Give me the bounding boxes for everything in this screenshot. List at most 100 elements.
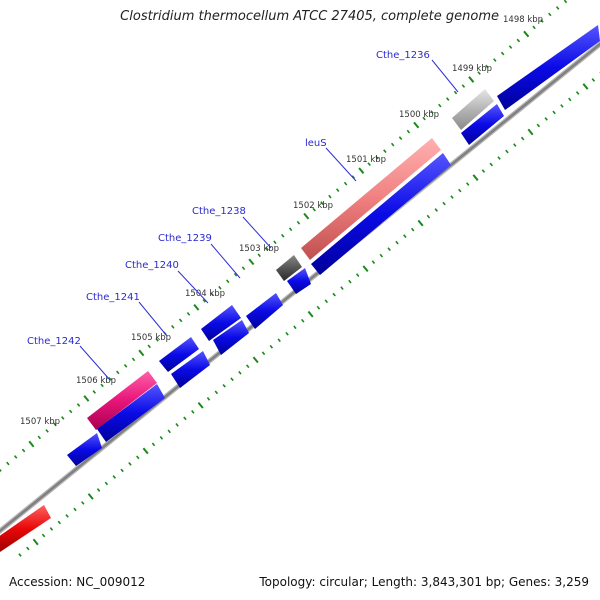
tick-mark xyxy=(18,553,22,557)
feature-reverse-cds-2[interactable] xyxy=(311,153,451,275)
feature-cthe-1236[interactable] xyxy=(452,89,494,130)
feature-cthe-1242[interactable] xyxy=(87,371,157,430)
tick-mark xyxy=(413,121,420,129)
feature-upper-right-cds[interactable] xyxy=(497,25,600,110)
tick-label-1503: 1503 kbp xyxy=(239,244,279,254)
tick-mark xyxy=(49,527,54,531)
tick-mark xyxy=(83,395,90,402)
tick-mark xyxy=(472,174,479,181)
tick-mark xyxy=(233,272,238,277)
tick-mark xyxy=(112,475,117,479)
tick-mark xyxy=(513,143,517,147)
gene-label-cthe-1239[interactable]: Cthe_1239 xyxy=(158,233,212,244)
tick-mark xyxy=(269,344,274,349)
tick-mark xyxy=(417,219,424,227)
tick-mark xyxy=(591,78,596,82)
feature-lower-left-red[interactable] xyxy=(0,505,51,552)
tick-mark xyxy=(324,299,329,304)
tick-mark xyxy=(497,156,501,160)
tick-mark xyxy=(225,279,230,284)
tick-mark xyxy=(296,220,301,225)
feature-reverse-cds-8[interactable] xyxy=(67,433,102,466)
tick-label-1505: 1505 kbp xyxy=(131,333,171,343)
gene-label-cthe-1241[interactable]: Cthe_1241 xyxy=(86,292,140,303)
tick-mark xyxy=(41,533,46,538)
feature-reverse-cds-5[interactable] xyxy=(213,320,249,355)
tick-mark xyxy=(159,435,164,440)
tick-mark xyxy=(293,325,297,330)
tick-mark xyxy=(465,182,470,186)
tick-mark xyxy=(138,349,145,357)
feature-reverse-cds-1[interactable] xyxy=(461,104,504,145)
feature-reverse-cds-3[interactable] xyxy=(287,268,311,294)
tick-mark xyxy=(277,338,281,343)
gene-label-cthe-1242[interactable]: Cthe_1242 xyxy=(27,336,81,347)
tick-mark xyxy=(540,19,544,23)
forward-features xyxy=(87,89,494,430)
tick-mark xyxy=(458,188,462,193)
tick-mark xyxy=(387,247,391,252)
feature-cthe-1240[interactable] xyxy=(201,305,241,341)
feature-reverse-cds-6[interactable] xyxy=(171,351,210,388)
tick-mark xyxy=(123,363,128,368)
gene-label-cthe-1240[interactable]: Cthe_1240 xyxy=(125,260,179,271)
tick-mark xyxy=(422,116,426,121)
genome-summary-text: Topology: circular; Length: 3,843,301 bp… xyxy=(259,575,589,589)
tick-mark xyxy=(316,305,321,310)
feature-leus[interactable] xyxy=(301,138,441,260)
tick-mark xyxy=(197,401,204,409)
tick-mark xyxy=(53,422,57,427)
tick-mark xyxy=(210,292,214,297)
tick-mark xyxy=(0,468,2,472)
feature-reverse-cds-4[interactable] xyxy=(246,293,283,329)
tick-mark xyxy=(87,493,94,500)
tick-mark xyxy=(61,416,65,420)
feature-cthe-1238[interactable] xyxy=(276,255,302,281)
inner-tick-track xyxy=(18,72,600,557)
tick-label-1499: 1499 kbp xyxy=(452,64,492,74)
tick-mark xyxy=(485,64,489,69)
tick-mark xyxy=(532,25,536,30)
tick-mark xyxy=(303,212,310,220)
tick-mark xyxy=(445,97,450,101)
accession-text: Accession: NC_009012 xyxy=(9,575,146,589)
tick-mark xyxy=(248,258,255,266)
outer-tick-track xyxy=(0,0,568,472)
tick-mark xyxy=(288,227,293,232)
tick-mark xyxy=(81,501,85,505)
tick-mark xyxy=(37,435,42,440)
tick-mark xyxy=(265,246,269,251)
gene-labels: Cthe_1236 leuS Cthe_1238 Cthe_1239 Cthe_… xyxy=(27,50,430,347)
gene-label-cthe-1236[interactable]: Cthe_1236 xyxy=(376,50,430,61)
tick-mark xyxy=(312,207,316,212)
tick-mark xyxy=(261,351,266,356)
tick-mark xyxy=(575,91,580,95)
tick-mark xyxy=(131,357,136,362)
tick-mark xyxy=(320,201,324,206)
tick-mark xyxy=(332,292,336,297)
tick-mark xyxy=(430,110,434,114)
tick-mark xyxy=(410,227,415,232)
tick-mark xyxy=(450,195,454,199)
tick-mark xyxy=(340,286,344,291)
tick-mark xyxy=(65,514,69,518)
tick-mark xyxy=(398,136,403,141)
tick-mark xyxy=(222,383,226,388)
tick-mark xyxy=(481,169,486,173)
tick-mark xyxy=(434,208,439,212)
gene-label-cthe-1238[interactable]: Cthe_1238 xyxy=(192,206,246,217)
tick-mark xyxy=(13,455,18,459)
tick-mark xyxy=(582,83,589,90)
feature-reverse-cds-7[interactable] xyxy=(97,384,165,442)
tick-mark xyxy=(280,233,285,238)
tick-mark xyxy=(568,97,572,102)
tick-mark xyxy=(395,240,399,245)
tick-mark xyxy=(151,442,156,447)
tick-mark xyxy=(544,117,548,121)
tick-mark xyxy=(167,429,171,434)
tick-label-1498: 1498 kbp xyxy=(503,15,543,25)
tick-mark xyxy=(238,370,242,375)
gene-label-leus[interactable]: leuS xyxy=(305,138,327,149)
tick-mark xyxy=(214,390,219,395)
feature-cthe-1241[interactable] xyxy=(159,337,199,372)
